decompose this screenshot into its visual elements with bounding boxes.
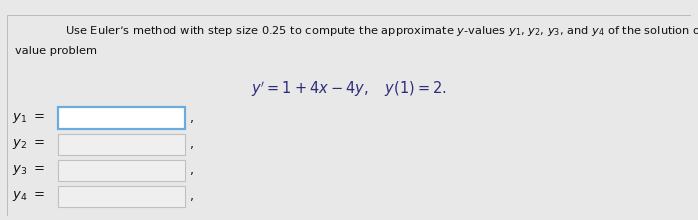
Text: ,: , [191,163,194,177]
Bar [59,185,185,207]
Text: $y_2$ $=$: $y_2$ $=$ [12,137,45,151]
Text: ,: , [191,190,194,203]
Bar [59,108,185,128]
Text: $y_4$ $=$: $y_4$ $=$ [12,189,45,203]
Text: Use Euler’s method with step size 0.25 to compute the approximate $y$-values $y_: Use Euler’s method with step size 0.25 t… [65,24,698,38]
Text: $y' = 1 + 4x - 4y, \quad y(1) = 2.$: $y' = 1 + 4x - 4y, \quad y(1) = 2.$ [251,79,447,99]
Text: value problem: value problem [15,46,97,57]
Text: $y_3$ $=$: $y_3$ $=$ [12,163,45,177]
Bar [59,134,185,154]
Text: $y_1$ $=$: $y_1$ $=$ [12,111,45,125]
Text: ,: , [191,138,194,150]
Text: ,: , [191,112,194,125]
Bar [59,160,185,181]
